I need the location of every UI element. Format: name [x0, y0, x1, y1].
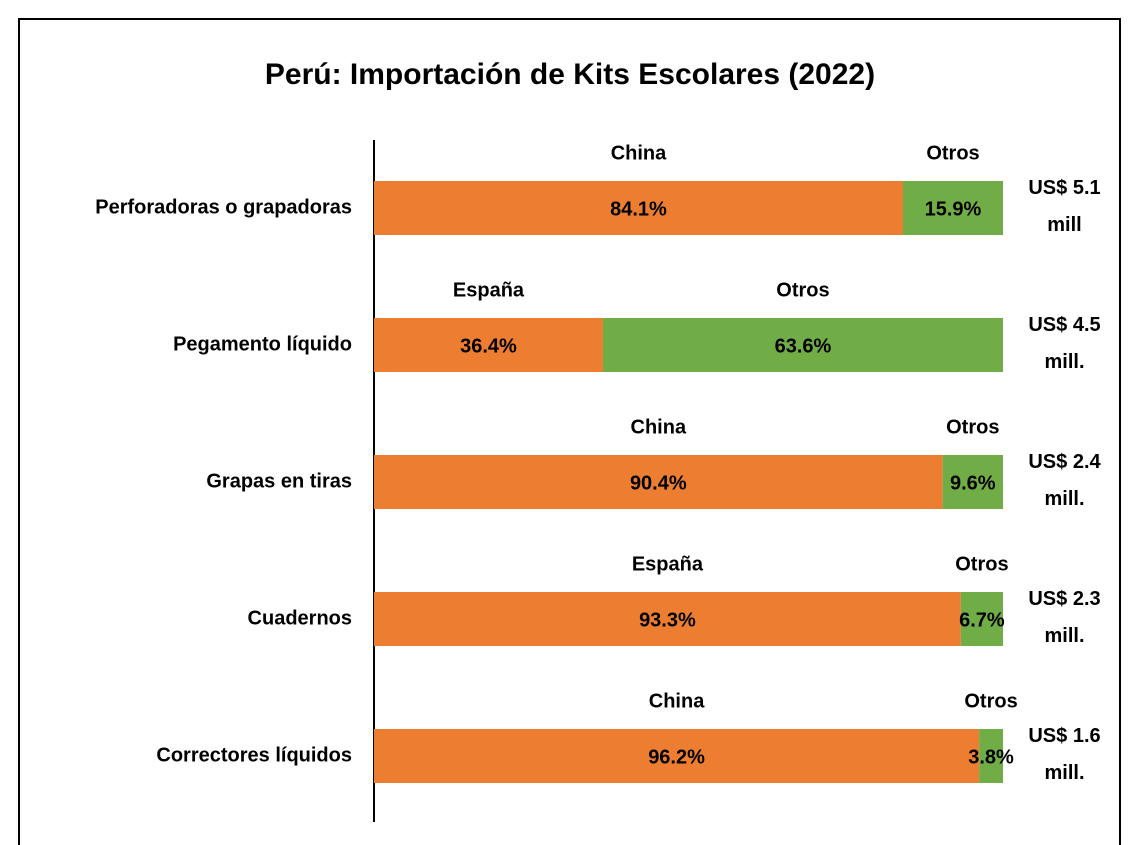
segment-name: China	[611, 142, 667, 164]
segment-name: China	[631, 416, 687, 438]
value-label: 84.1%	[610, 198, 667, 220]
segment-name: Otros	[776, 279, 829, 301]
value-label: 96.2%	[648, 746, 705, 768]
total-label: US$ 4.5 mill.	[1028, 314, 1101, 373]
value-label: 6.7%	[959, 609, 1005, 631]
total-box: US$ 4.5 mill.	[1028, 314, 1101, 373]
total-label: US$ 2.4 mill.	[1028, 451, 1101, 510]
value-label: 3.8%	[968, 746, 1014, 768]
chart-title: Perú: Importación de Kits Escolares (202…	[265, 58, 875, 91]
total-box: US$ 1.6 mill.	[1028, 725, 1101, 784]
bar-segment	[374, 181, 903, 235]
segment-name: China	[649, 690, 705, 712]
bar-segment	[979, 729, 1003, 783]
category-label: Correctores líquidos	[156, 744, 352, 766]
bar-segment	[374, 318, 603, 372]
value-label: 9.6%	[950, 472, 996, 494]
segment-name: Otros	[926, 142, 979, 164]
bar-segment	[902, 181, 1003, 235]
category-label: Perforadoras o grapadoras	[95, 196, 352, 218]
category-label: Pegamento líquido	[173, 333, 352, 355]
total-box: US$ 2.3 mill.	[1028, 588, 1101, 647]
segment-name: España	[453, 279, 525, 301]
segment-name: Otros	[964, 690, 1017, 712]
segment-name: España	[632, 553, 704, 575]
bar-segment	[374, 592, 961, 646]
value-label: 63.6%	[775, 335, 832, 357]
bar-segment	[942, 455, 1003, 509]
bar-segment	[374, 729, 980, 783]
total-label: US$ 1.6 mill.	[1028, 725, 1101, 784]
value-label: 36.4%	[460, 335, 517, 357]
total-label: US$ 2.3 mill.	[1028, 588, 1101, 647]
total-label: US$ 5.1 mill	[1028, 177, 1101, 236]
total-box: US$ 5.1 mill	[1028, 177, 1101, 236]
bar-segment	[602, 318, 1003, 372]
chart-frame	[18, 18, 1121, 845]
category-label: Grapas en tiras	[206, 470, 352, 492]
value-label: 15.9%	[925, 198, 982, 220]
segment-name: Otros	[946, 416, 999, 438]
category-label: Cuadernos	[248, 607, 352, 629]
bar-segment	[960, 592, 1003, 646]
value-label: 93.3%	[639, 609, 696, 631]
segment-name: Otros	[955, 553, 1008, 575]
value-label: 90.4%	[630, 472, 687, 494]
total-box: US$ 2.4 mill.	[1028, 451, 1101, 510]
bar-segment	[374, 455, 943, 509]
